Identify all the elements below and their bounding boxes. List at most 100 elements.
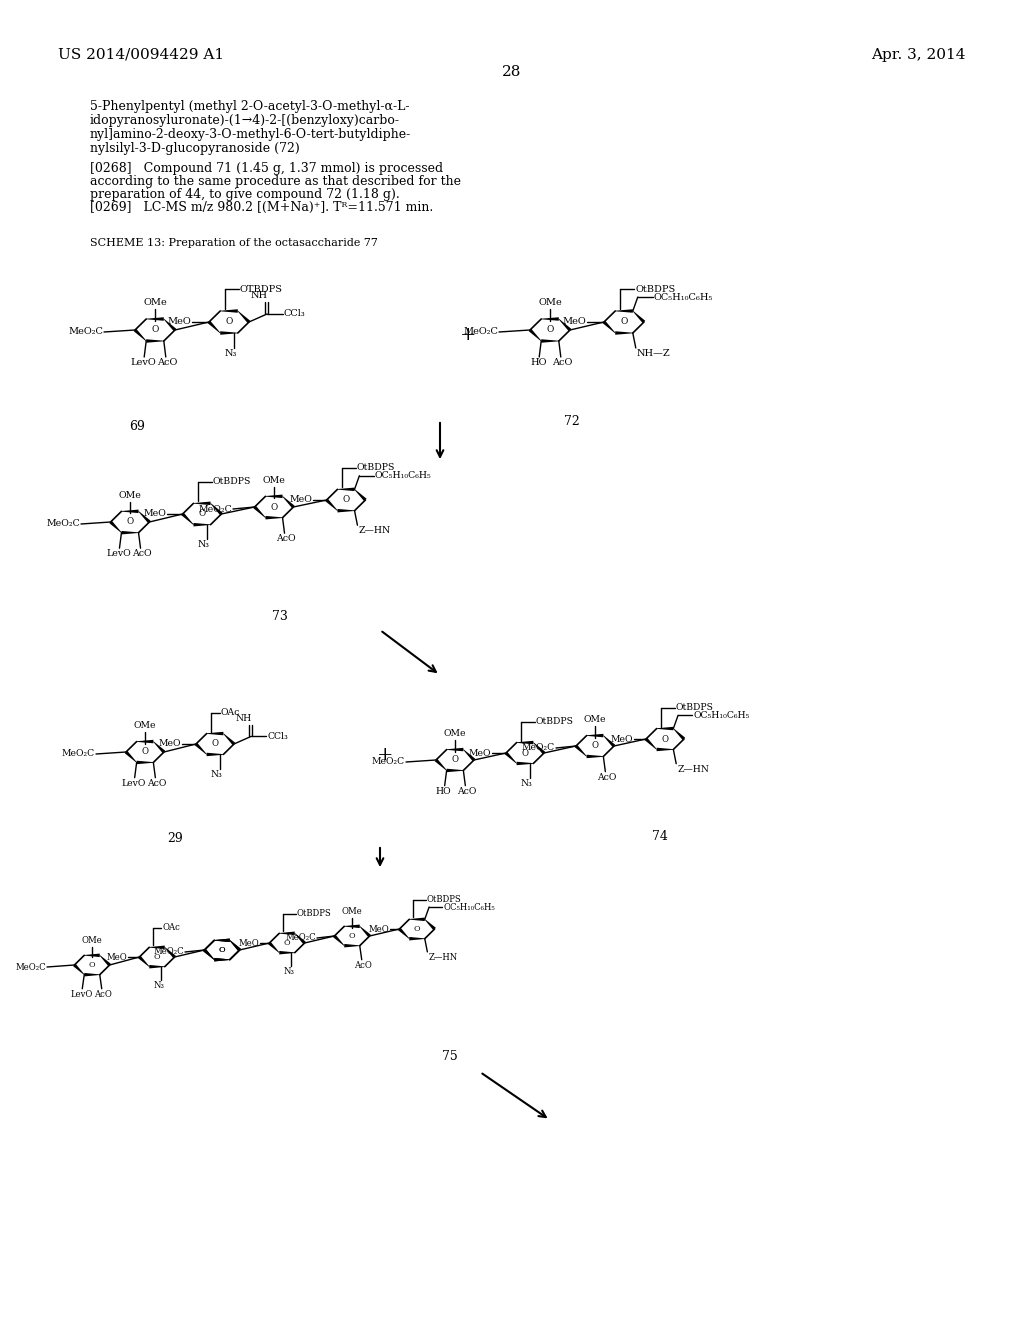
Text: MeO: MeO [289,495,312,504]
Polygon shape [136,760,154,764]
Text: OMe: OMe [134,721,157,730]
Text: MeO: MeO [610,734,633,743]
Text: US 2014/0094429 A1: US 2014/0094429 A1 [58,48,224,62]
Text: [0269]   LC-MS m/z 980.2 [(M+Na)⁺]. Tᴿ=11.571 min.: [0269] LC-MS m/z 980.2 [(M+Na)⁺]. Tᴿ=11.… [90,201,433,214]
Text: O: O [592,742,598,751]
Polygon shape [265,516,283,519]
Text: MeO: MeO [159,739,181,748]
Text: OC₅H₁₀C₆H₅: OC₅H₁₀C₆H₅ [375,471,432,480]
Text: N₃: N₃ [521,779,532,788]
Polygon shape [359,927,371,937]
Polygon shape [238,310,250,323]
Text: N₃: N₃ [284,966,294,975]
Text: OtBDPS: OtBDPS [676,704,714,713]
Polygon shape [463,750,475,762]
Polygon shape [656,727,674,730]
Polygon shape [220,331,238,335]
Polygon shape [195,743,207,755]
Text: HO: HO [530,358,547,367]
Polygon shape [603,321,615,333]
Text: 74: 74 [652,830,668,843]
Text: O: O [621,318,628,326]
Text: AcO: AcO [597,772,616,781]
Polygon shape [181,512,194,525]
Polygon shape [542,317,559,321]
Polygon shape [326,499,338,511]
Text: O: O [89,961,95,969]
Text: 75: 75 [442,1049,458,1063]
Text: CCl₃: CCl₃ [284,309,306,318]
Text: 69: 69 [129,420,145,433]
Polygon shape [122,510,138,513]
Text: [0268]   Compound 71 (1.45 g, 1.37 mmol) is processed: [0268] Compound 71 (1.45 g, 1.37 mmol) i… [90,162,443,176]
Polygon shape [164,319,176,331]
Polygon shape [505,752,517,764]
Text: MeO₂C: MeO₂C [61,750,95,759]
Polygon shape [587,755,603,758]
Text: OC₅H₁₀C₆H₅: OC₅H₁₀C₆H₅ [653,293,713,301]
Polygon shape [207,752,223,756]
Polygon shape [154,742,165,754]
Polygon shape [138,511,151,523]
Text: AcO: AcO [132,549,152,558]
Polygon shape [446,768,463,772]
Polygon shape [517,741,534,744]
Polygon shape [542,339,559,343]
Text: MeO₂C: MeO₂C [286,933,316,942]
Text: O: O [126,517,133,527]
Polygon shape [344,944,359,948]
Polygon shape [99,956,111,966]
Polygon shape [435,759,446,771]
Text: NH: NH [251,290,267,300]
Text: LevO: LevO [130,358,156,367]
Polygon shape [203,949,214,960]
Text: MeO: MeO [562,318,586,326]
Text: NH—Z: NH—Z [637,348,671,358]
Text: AcO: AcO [157,358,177,367]
Text: OtBDPS: OtBDPS [635,285,675,293]
Text: OAc: OAc [162,924,180,932]
Polygon shape [214,958,229,961]
Polygon shape [558,319,571,331]
Text: MeO₂C: MeO₂C [372,758,406,767]
Text: OMe: OMe [443,729,466,738]
Text: LevO: LevO [70,990,92,999]
Polygon shape [125,751,137,763]
Polygon shape [338,510,354,512]
Text: MeO: MeO [143,510,166,519]
Text: OMe: OMe [262,475,286,484]
Polygon shape [280,932,295,935]
Polygon shape [645,738,656,750]
Polygon shape [574,744,587,756]
Text: LevO: LevO [106,549,131,558]
Polygon shape [134,329,146,341]
Polygon shape [534,742,545,754]
Polygon shape [229,940,241,952]
Text: AcO: AcO [354,961,372,970]
Polygon shape [333,935,344,946]
Text: MeO₂C: MeO₂C [199,504,232,513]
Text: LevO: LevO [122,779,145,788]
Text: O: O [284,939,291,946]
Text: MeO₂C: MeO₂C [46,520,80,528]
Polygon shape [425,919,436,931]
Text: nyl]amino-2-deoxy-3-O-methyl-6-O-tert-butyldiphe-: nyl]amino-2-deoxy-3-O-methyl-6-O-tert-bu… [90,128,412,141]
Polygon shape [295,933,306,944]
Polygon shape [146,339,164,343]
Text: nylsilyl-3-D-glucopyranoside (72): nylsilyl-3-D-glucopyranoside (72) [90,143,300,154]
Polygon shape [110,521,122,533]
Text: SCHEME 13: Preparation of the octasaccharide 77: SCHEME 13: Preparation of the octasaccha… [90,238,378,248]
Text: MeO₂C: MeO₂C [463,327,498,337]
Polygon shape [122,531,138,535]
Text: O: O [662,734,669,743]
Text: Z—HN: Z—HN [677,764,710,774]
Polygon shape [214,939,229,942]
Polygon shape [84,973,99,977]
Text: MeO: MeO [106,953,127,961]
Text: N₃: N₃ [224,348,237,358]
Polygon shape [528,329,542,341]
Polygon shape [603,735,615,747]
Text: OtBDPS: OtBDPS [297,909,332,919]
Text: O: O [270,503,278,511]
Text: MeO: MeO [469,748,490,758]
